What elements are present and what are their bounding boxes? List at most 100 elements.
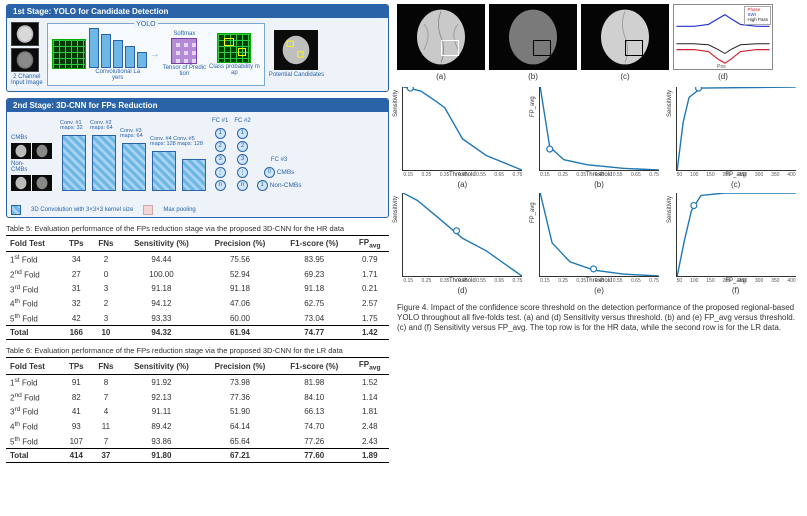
table-cell: 2nd Fold <box>6 390 62 405</box>
table-cell: 74.70 <box>278 419 351 434</box>
subplot-label: (a) <box>457 180 467 189</box>
table-cell: 166 <box>62 326 91 340</box>
table-cell: 74.77 <box>278 326 351 340</box>
fc-node: n <box>215 180 226 191</box>
table-col-header: TPs <box>62 235 91 252</box>
roi-box <box>625 40 643 56</box>
conv-layer <box>101 34 111 68</box>
conv3d-block: Conv. #1 maps: 32 <box>62 135 86 191</box>
table-col-header: Precision (%) <box>202 235 278 252</box>
table-col-header: FNs <box>91 235 121 252</box>
brain-image <box>581 4 669 70</box>
table-row: 3rd Fold41491.1151.9066.131.81 <box>6 404 389 419</box>
table-row: 4th Fold931189.4264.1474.702.48 <box>6 419 389 434</box>
tensor-grid <box>171 38 197 64</box>
table-col-header: F1-score (%) <box>278 235 351 252</box>
candidate-output <box>274 30 318 70</box>
stage2-inputs: CMBs Non- CMBs <box>11 135 52 191</box>
subplot-axes: FP_avg 0.150.250.350.450.550.650.75 <box>539 193 659 277</box>
table-cell: 0.21 <box>350 282 389 297</box>
subplot-a: Sensitivity 0.150.250.350.450.550.650.75… <box>397 87 528 189</box>
table-row: 3rd Fold31391.1891.1891.180.21 <box>6 282 389 297</box>
table-cell: 91.18 <box>202 282 278 297</box>
table-cell: 65.64 <box>202 434 278 449</box>
roi-box <box>441 40 459 56</box>
table-cell: 91.18 <box>278 282 351 297</box>
table-cell: 89.42 <box>121 419 202 434</box>
subplot-grid: Sensitivity 0.150.250.350.450.550.650.75… <box>397 87 801 295</box>
table-cell: 93 <box>62 419 91 434</box>
candidate-label: Potential Candidates <box>269 72 324 78</box>
arrow-icon: → <box>150 49 160 60</box>
left-column: 1st Stage: YOLO for Candidate Detection … <box>0 0 395 516</box>
table-cell: 42 <box>62 311 91 326</box>
fc-node: 0 <box>264 167 275 178</box>
table-row: Total1661094.3261.9474.771.42 <box>6 326 389 340</box>
table-cell: 5th Fold <box>6 434 62 449</box>
table-col-header: FNs <box>91 358 121 375</box>
table-cell: 51.90 <box>202 404 278 419</box>
stage2-header: 2nd Stage: 3D-CNN for FPs Reduction <box>7 99 388 112</box>
table-cell: 1st Fold <box>6 252 62 267</box>
fc-col-2: FC #2 1 2 3 ⋮ n <box>234 118 250 191</box>
table-cell: 67.21 <box>202 449 278 463</box>
sublabel: (d) <box>718 72 728 81</box>
yolo-box: YOLO Convolutional La yers → <box>47 23 265 87</box>
table-cell: 41 <box>62 404 91 419</box>
fc-node: 3 <box>237 154 248 165</box>
table-cell: 4th Fold <box>6 296 62 311</box>
table-cell: 94.12 <box>121 296 202 311</box>
yolo-title: YOLO <box>134 21 157 28</box>
conv3d-block: Conv. #2 maps: 64 <box>92 135 116 191</box>
plot-xlabel: Pos <box>717 64 726 70</box>
subplot-xticks: 0.150.250.350.450.550.650.75 <box>403 172 522 178</box>
noncmbs-label: Non- CMBs <box>11 161 52 173</box>
table-col-header: Fold Test <box>6 358 62 375</box>
table-row: 2nd Fold82792.1377.3684.101.14 <box>6 390 389 405</box>
conv3d-block <box>182 159 206 191</box>
table-cell: 1.71 <box>350 267 389 282</box>
table-cell: 107 <box>62 434 91 449</box>
table-cell: 82 <box>62 390 91 405</box>
mini-thumb <box>32 143 52 159</box>
table-cell: 75.56 <box>202 252 278 267</box>
fc-col-3: FC #3 0CMBs 1Non-CMBs <box>257 157 302 191</box>
table-cell: 81.98 <box>278 375 351 390</box>
table-cell: 93.33 <box>121 311 202 326</box>
subplot-label: (f) <box>732 286 740 295</box>
grid-input <box>52 39 86 69</box>
subplot-axes: Sensitivity 0.150.250.350.450.550.650.75 <box>402 87 522 171</box>
table-cell: 5th Fold <box>6 311 62 326</box>
table-cell: 3 <box>91 311 121 326</box>
stage2-body: CMBs Non- CMBs Conv. #1 maps: 32 Conv. #… <box>7 112 388 201</box>
table-cell: 47.06 <box>202 296 278 311</box>
table6: Fold TestTPsFNsSensitivity (%)Precision … <box>6 357 389 463</box>
softmax-label: Softmax <box>173 31 195 37</box>
table-cell: 91.80 <box>121 449 202 463</box>
table5: Fold TestTPsFNsSensitivity (%)Precision … <box>6 235 389 341</box>
subplot-ylabel: Sensitivity <box>393 90 399 117</box>
table-cell: 2.43 <box>350 434 389 449</box>
table-cell: 94.32 <box>121 326 202 340</box>
table-cell: 11 <box>91 419 121 434</box>
subplot-c: Sensitivity 50100150200250300350400FP_av… <box>670 87 801 189</box>
tensor-label: Tensor of Predic tion <box>163 65 206 78</box>
legend-conv-text: 3D Convolution with 3×3×3 kernel size <box>31 207 133 213</box>
table-cell: 91 <box>62 375 91 390</box>
table-cell: Total <box>6 449 62 463</box>
table-cell: 62.75 <box>278 296 351 311</box>
subplot-xticks: 0.150.250.350.450.550.650.75 <box>540 172 659 178</box>
subplot-d: Sensitivity 0.150.250.350.450.550.650.75… <box>397 193 528 295</box>
table-cell: 92.13 <box>121 390 202 405</box>
table-cell: 3rd Fold <box>6 404 62 419</box>
table-cell: 91.11 <box>121 404 202 419</box>
table-cell: 84.10 <box>278 390 351 405</box>
table-header-row: Fold TestTPsFNsSensitivity (%)Precision … <box>6 235 389 252</box>
table-cell: 73.98 <box>202 375 278 390</box>
conv-layer <box>137 52 147 68</box>
tensor-col: Softmax Tensor of Predic tion <box>163 31 206 78</box>
classprob-col: Class probability m ap <box>209 33 260 77</box>
stage1-input-label: 2 Channel Input Image <box>11 74 43 87</box>
figure4-caption: Figure 4. Impact of the confidence score… <box>397 303 801 333</box>
mini-thumb <box>32 175 52 191</box>
